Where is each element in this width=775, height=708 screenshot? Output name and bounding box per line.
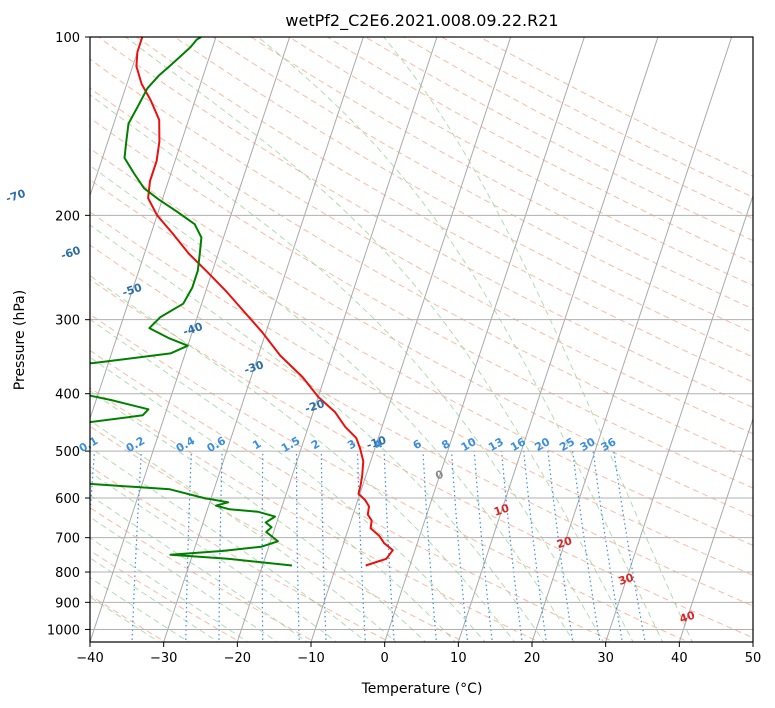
x-tick-label: 40	[671, 651, 688, 666]
mixing-ratio-line	[523, 451, 547, 642]
moist-adiabat	[257, 37, 664, 642]
plot-frame	[89, 36, 754, 643]
dry-adiabat	[90, 465, 391, 642]
isotherm	[457, 37, 659, 642]
y-tick-label: 200	[55, 209, 80, 224]
x-tick-label: −10	[297, 651, 324, 666]
mixing-ratio-line	[383, 451, 395, 642]
isotherm	[605, 194, 753, 642]
dry-adiabat	[90, 211, 753, 576]
isotherm-label: -50	[121, 281, 144, 300]
x-tick-label: 10	[450, 651, 467, 666]
y-tick-label: 400	[55, 388, 80, 403]
isotherm-label: 20	[555, 534, 574, 551]
x-tick-label: 30	[597, 651, 614, 666]
y-tick-label: 100	[55, 31, 80, 46]
isotherm	[236, 37, 438, 642]
mixing-ratio-line	[422, 451, 438, 642]
dry-adiabat	[90, 147, 753, 517]
isotherm	[90, 37, 291, 642]
moist-adiabat	[383, 37, 693, 642]
isotherm-label: -60	[59, 244, 82, 263]
y-tick-label: 300	[55, 314, 80, 329]
mixing-ratio-line	[295, 451, 300, 642]
x-tick-label: 20	[524, 651, 541, 666]
isotherm-label: -10	[365, 433, 388, 452]
moist-adiabat	[90, 318, 486, 642]
isotherm	[163, 37, 364, 642]
y-tick-label: 500	[55, 445, 80, 460]
isotherm-label: 40	[678, 608, 697, 625]
mixing-ratio-line	[473, 451, 493, 642]
isotherm	[310, 37, 512, 642]
mixing-ratio-line	[131, 451, 142, 642]
axes: −40 −30 −20 −10 0 10 20 30 40 5010020030040050060…	[47, 31, 761, 666]
y-axis-title: Pressure (hPa)	[12, 290, 28, 390]
isotherm	[384, 37, 585, 642]
dry-adiabat	[90, 244, 753, 607]
mixing-ratio-line	[501, 451, 523, 642]
x-axis-title: Temperature (°C)	[361, 681, 483, 697]
y-tick-label: 600	[55, 492, 80, 507]
isotherm	[90, 37, 217, 421]
x-tick-label: −20	[224, 651, 251, 666]
mixing-ratio-line	[320, 451, 327, 642]
chart-title: wetPf2_C2E6.2021.008.09.22.R21	[285, 11, 558, 31]
mixing-ratio-line	[261, 451, 264, 642]
x-tick-label: 50	[745, 651, 762, 666]
moist-adiabat	[125, 37, 634, 642]
isotherm	[90, 37, 143, 198]
x-tick-label: −40	[76, 651, 103, 666]
isotherm-label: 30	[617, 571, 636, 588]
profiles	[90, 37, 394, 567]
isotherm-label: -20	[303, 397, 326, 416]
dewpoint-profile	[90, 37, 293, 567]
mixing-ratio-line	[218, 451, 223, 642]
isotherm-label: 10	[492, 501, 511, 518]
isotherm-label: 0	[434, 468, 446, 483]
isotherm	[531, 37, 733, 642]
y-tick-label: 800	[55, 566, 80, 581]
y-tick-label: 700	[55, 532, 80, 547]
dry-adiabat	[90, 58, 753, 435]
dry-adiabat	[174, 37, 753, 358]
dry-adiabat	[212, 37, 753, 334]
isotherm-label: -70	[4, 187, 27, 206]
x-tick-label: −30	[150, 651, 177, 666]
temperature-profile	[135, 37, 394, 567]
background-lines	[90, 37, 753, 642]
mixing-ratio-line	[547, 451, 574, 642]
mixing-ratio-line	[450, 451, 469, 642]
isotherm-label: -30	[242, 358, 265, 377]
x-tick-label: 0	[381, 651, 389, 666]
dry-adiabat	[90, 349, 615, 642]
isotherm	[678, 417, 753, 642]
isotherm-label: -40	[181, 320, 204, 339]
mixing-ratio-line	[90, 451, 96, 523]
y-tick-label: 900	[55, 596, 80, 611]
dry-adiabat	[90, 179, 753, 546]
dry-adiabat	[98, 37, 753, 409]
y-tick-label: 1000	[47, 623, 80, 638]
moist-adiabat	[90, 94, 605, 642]
